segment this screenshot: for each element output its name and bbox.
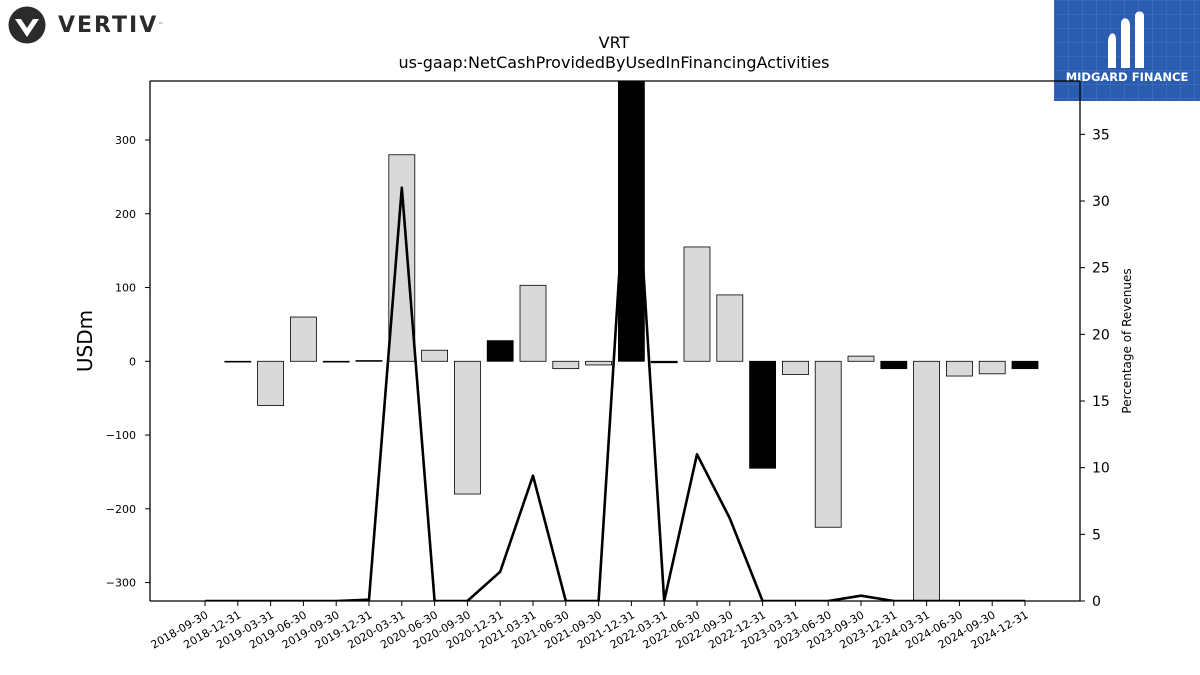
vertiv-logo: VERTIV ™ [8,6,163,44]
y-axis-label: USDm [73,310,97,372]
chart-title: VRT [599,33,630,52]
chart-subtitle: us-gaap:NetCashProvidedByUsedInFinancing… [398,53,829,72]
y-tick-label-300: 300 [115,134,136,147]
vertiv-wordmark: VERTIV [58,12,159,38]
vertiv-logo-icon [8,6,46,44]
y-tick-label--300: −300 [106,577,136,590]
bar-2022-12-31 [749,360,776,469]
y-right-tick-label-10: 10 [1092,461,1110,477]
bar-2019-06-30 [289,316,317,362]
bar-2023-09-30 [847,355,875,362]
vertiv-trademark: ™ [158,22,164,28]
midgard-finance-logo: MIDGARD FINANCE [1054,0,1200,101]
bar-2024-09-30 [978,360,1006,375]
bar-2020-03-31 [388,154,416,362]
y-tick-label--100: −100 [106,429,136,442]
y-right-axis-label: Percentage of Revenues [1120,268,1134,413]
y-tick-label-200: 200 [115,208,136,221]
y-right-tick-label-35: 35 [1092,127,1110,143]
y-tick-label--200: −200 [106,503,136,516]
bar-2020-12-31 [486,340,514,362]
bar-2018-12-31 [224,360,252,363]
bar-2023-12-31 [880,360,908,370]
midgard-finance-wordmark: MIDGARD FINANCE [1065,70,1189,84]
bar-2020-06-30 [421,349,449,362]
revenue-percentage-line [205,81,1025,601]
bar-2022-09-30 [716,294,744,362]
bar-2024-03-31 [913,360,940,601]
y-tick-label-0: 0 [129,355,136,368]
bar-2020-09-30 [453,360,481,495]
y-tick-label-100: 100 [115,282,136,295]
y-right-tick-label-30: 30 [1092,194,1110,210]
midgard-emblem-icon [1108,11,1144,68]
bar-2022-03-31 [650,360,678,364]
y-right-tick-label-15: 15 [1092,394,1110,410]
bar-2024-06-30 [946,360,973,377]
bar-2021-09-30 [585,360,612,366]
bar-2021-03-31 [519,284,547,362]
bar-2023-03-31 [782,360,809,375]
bar-2019-12-31 [355,360,383,362]
bar-2019-03-31 [257,360,285,406]
y-right-tick-label-0: 0 [1092,594,1101,610]
bar-2019-09-30 [322,360,350,363]
bar-2021-06-30 [552,360,580,370]
bar-2024-12-31 [1011,360,1039,370]
y-right-tick-label-20: 20 [1092,327,1110,343]
bar-2023-06-30 [814,360,842,528]
y-right-tick-label-5: 5 [1092,527,1101,543]
bar-2022-06-30 [683,246,711,362]
y-right-tick-label-25: 25 [1092,261,1110,277]
